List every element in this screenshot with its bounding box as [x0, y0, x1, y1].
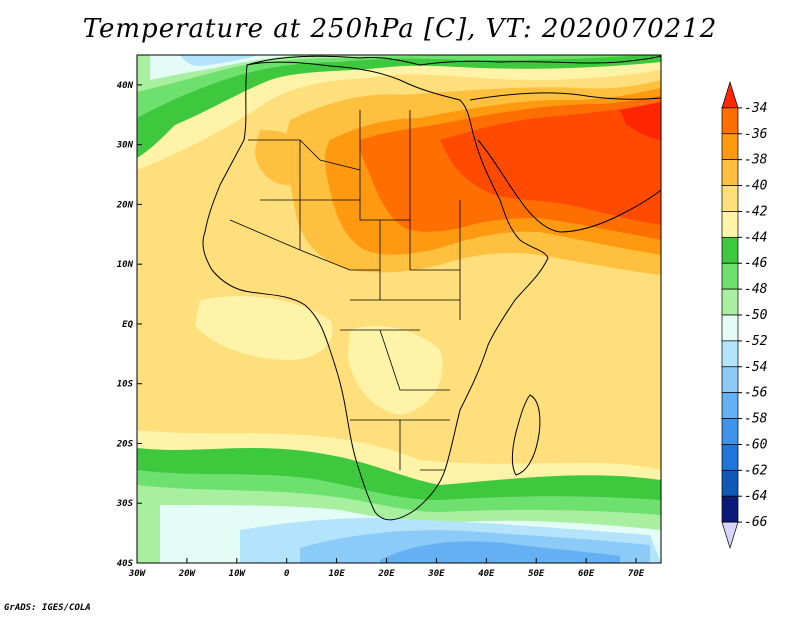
lon-tick-label: 0 — [284, 569, 290, 579]
coastlines — [202, 55, 661, 521]
colorbar-cell — [721, 159, 739, 186]
colorbar-top-arrow — [721, 80, 739, 109]
colorbar-cell — [721, 392, 739, 419]
lon-tick-label: 20E — [377, 569, 395, 579]
lat-tick-label: 40N — [117, 81, 134, 91]
colorbar-cell — [721, 314, 739, 342]
colorbar-label: -46 — [744, 256, 768, 271]
colorbar-label: -44 — [744, 230, 767, 245]
lon-tick-label: 50E — [528, 569, 545, 579]
colorbar-cell — [721, 211, 739, 238]
colorbar-bottom-arrow — [721, 521, 739, 550]
colorbar-label: -42 — [744, 204, 768, 219]
lon-tick-label: 10W — [229, 569, 247, 579]
lat-tick-label: 10S — [117, 380, 134, 390]
lon-tick-label: 30W — [128, 569, 147, 579]
colorbar-label: -56 — [744, 386, 768, 401]
band-minus-58-south — [380, 541, 620, 563]
country-borders — [229, 110, 461, 471]
band-minus-44-tropical — [195, 296, 333, 360]
colorbar-label: -40 — [744, 179, 768, 194]
colorbar-label: -38 — [744, 153, 768, 168]
map-frame — [136, 54, 662, 564]
colorbar-cell — [721, 340, 739, 368]
colorbar-cell — [721, 236, 739, 264]
colorbar-label: -34 — [744, 101, 767, 116]
lon-tick-label: 70E — [628, 569, 645, 579]
lon-tick-label: 60E — [578, 569, 595, 579]
lat-tick-label: 40S — [117, 559, 134, 569]
lat-tick-label: 10N — [117, 260, 134, 270]
temperature-field — [137, 55, 661, 563]
lat-tick-label: 20S — [116, 439, 134, 449]
colorbar-cell — [721, 418, 739, 445]
lon-tick-label: 30E — [427, 569, 445, 579]
africa-coastline — [202, 61, 549, 521]
colorbar-label: -62 — [744, 463, 768, 478]
colorbar-label: -36 — [744, 127, 768, 142]
lat-tick-label: 30S — [116, 499, 134, 509]
band-minus-36-north — [440, 104, 661, 225]
colorbar-cell — [721, 262, 739, 290]
colorbar-cell — [721, 185, 739, 212]
band-minus-34-north — [620, 102, 661, 140]
lon-tick-label: 10E — [328, 569, 345, 579]
band-minus-54-north — [180, 55, 260, 66]
band-minus-46-north — [137, 55, 661, 158]
latitude-axis: 40N 30N 20N 10N EQ 10S 20S 30S 40S — [116, 81, 142, 569]
colorbar-label: -52 — [744, 334, 768, 349]
colorbar-label: -58 — [744, 412, 768, 427]
madagascar — [511, 394, 541, 476]
colorbar-label: -54 — [744, 360, 767, 375]
lat-tick-label: 20N — [116, 200, 134, 210]
colorbar: -34 -36 -38 -40 -42 -44 -46 -48 -50 -52 -54 -56 -58 -… — [721, 80, 768, 550]
colorbar-cell — [721, 444, 739, 471]
colorbar-cell — [721, 107, 739, 135]
colorbar-label: -60 — [744, 437, 768, 452]
lat-tick-label: 30N — [116, 141, 134, 151]
colorbar-label: -50 — [744, 308, 768, 323]
colorbar-label: -48 — [744, 282, 768, 297]
band-minus-44-north — [137, 55, 661, 170]
band-minus-44-central — [348, 326, 443, 415]
colorbar-cell — [721, 495, 739, 523]
europe-coast — [246, 55, 661, 66]
colorbar-label: -66 — [744, 515, 768, 530]
lon-tick-label: 40E — [478, 569, 495, 579]
grads-credit: GrADS: IGES/COLA — [4, 603, 91, 613]
colorbar-cell — [721, 288, 739, 316]
arabian-peninsula — [469, 92, 661, 233]
band-minus-40-west — [255, 130, 319, 185]
longitude-axis: 30W 20W 10W 0 10E 20E 30E 40E 50E 60E 70E — [128, 558, 645, 579]
colorbar-cell — [721, 366, 739, 394]
lon-tick-label: 20W — [178, 569, 197, 579]
map-title: Temperature at 250hPa [C], VT: 202007021… — [82, 14, 718, 44]
lat-tick-label: EQ — [122, 320, 133, 330]
colorbar-cell — [721, 133, 739, 161]
colorbar-cell — [721, 469, 739, 497]
colorbar-label: -64 — [744, 489, 767, 504]
